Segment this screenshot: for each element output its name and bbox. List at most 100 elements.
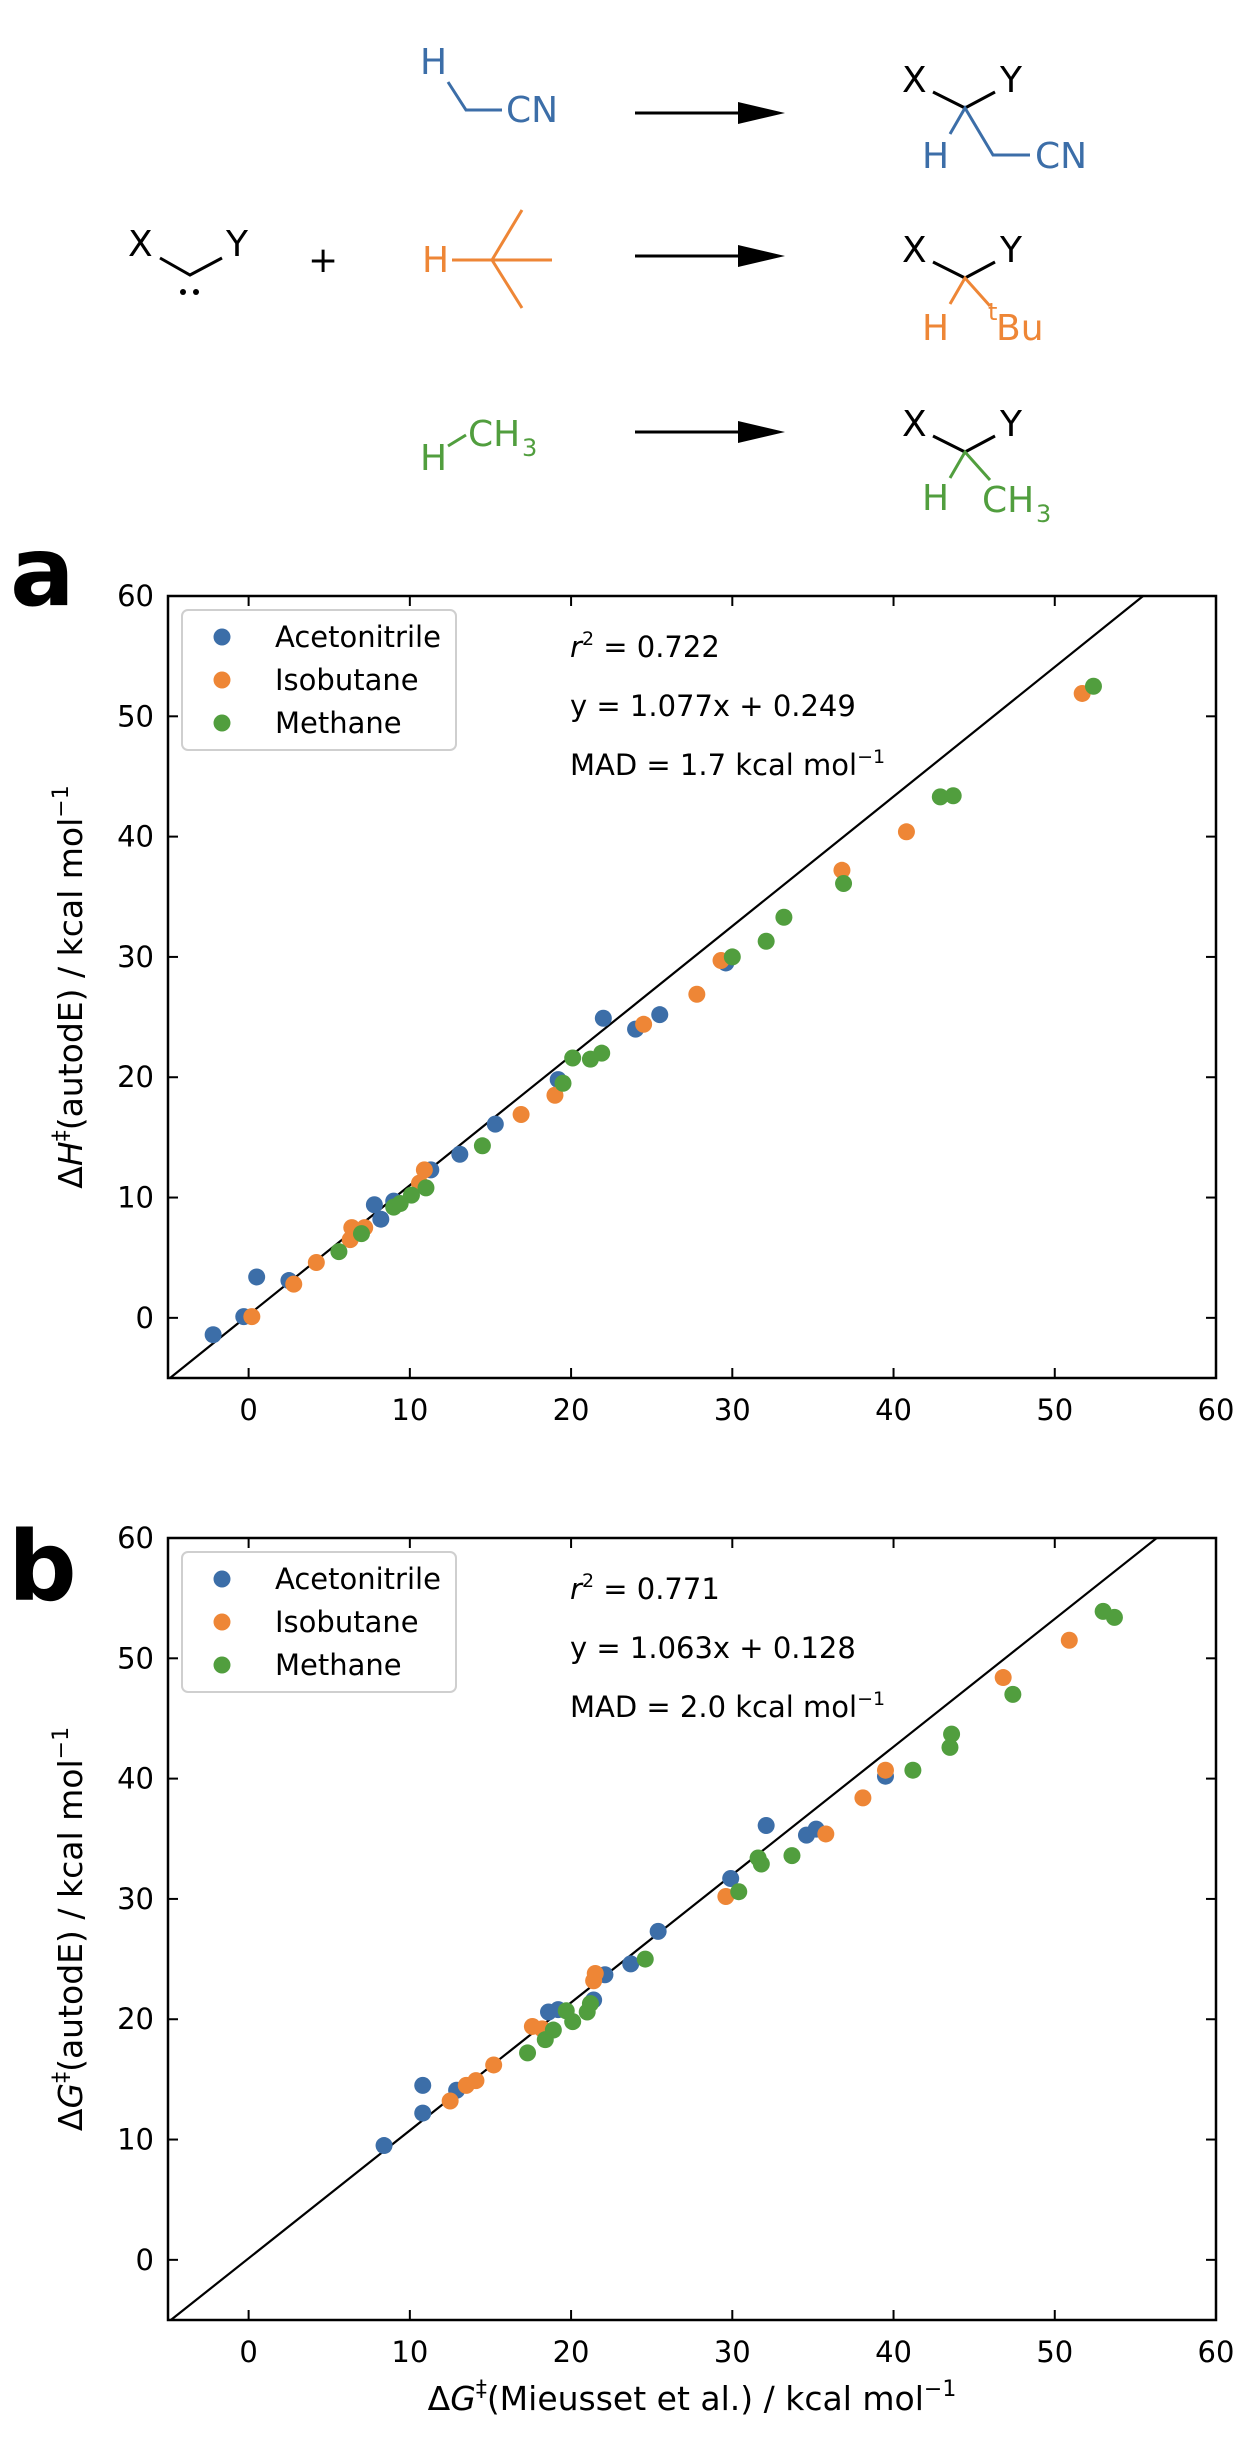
data-point-acetonitrile [486,1115,504,1133]
data-point-acetonitrile [414,2076,432,2094]
data-point-methane [564,1049,582,1067]
r-squared-annotation: r2 = 0.722 [570,628,720,664]
data-point-methane [402,1186,420,1204]
product-h-label: H [922,308,949,349]
legend-label-acetonitrile: Acetonitrile [275,1562,441,1596]
product-upper-bonds [932,434,996,454]
legend-marker-methane [213,714,231,732]
x-tick-label: 0 [239,2335,257,2369]
data-point-acetonitrile [365,1196,383,1214]
x-tick-label: 30 [714,2335,751,2369]
y-tick-label: 30 [117,1882,154,1916]
data-point-isobutane [897,823,915,841]
product-x-label: X [902,230,927,271]
data-point-isobutane [1060,1631,1078,1649]
data-point-isobutane [717,1888,735,1906]
product-group-label: CH [982,480,1034,521]
data-point-methane [941,1738,959,1756]
carbene-bonds [159,256,223,277]
data-point-isobutane [285,1275,303,1293]
series-acetonitrile [204,954,735,1344]
data-point-isobutane [833,861,851,879]
data-point-acetonitrile [375,2137,393,2155]
product-y-label: Y [999,404,1023,445]
product-x-label: X [902,404,927,445]
x-tick-label: 60 [1198,2335,1235,2369]
scheme-row-acetonitrile: H CN X Y H CN [420,42,1087,177]
data-point-methane [1004,1685,1022,1703]
data-point-methane [417,1179,435,1197]
data-point-methane [593,1044,611,1062]
y-tick-label: 30 [117,940,154,974]
legend-marker-methane [213,1656,231,1674]
y-tick-label: 20 [117,1060,154,1094]
data-point-acetonitrile [651,1006,669,1024]
product-x-label: X [902,60,927,101]
data-point-isobutane [415,1161,433,1179]
product-lower-bonds [948,105,1030,157]
legend-label-isobutane: Isobutane [275,663,419,697]
panel-label: b [8,1511,77,1623]
data-point-isobutane [512,1106,530,1124]
legend-box [181,1551,457,1693]
reaction-arrow [635,102,785,124]
data-point-methane [904,1761,922,1779]
data-point-acetonitrile [722,1869,740,1887]
plot-frame [166,1536,1218,2322]
data-point-isobutane [467,2072,485,2090]
scheme-row-methane: H CH 3 X Y H CH 3 [420,404,1051,528]
carbene-lone-pair-dot [193,289,199,295]
product-group-sup: t [988,298,997,326]
data-point-acetonitrile [414,2104,432,2122]
legend-marker-isobutane [213,1613,231,1631]
y-tick-label: 40 [117,820,154,854]
x-tick-label: 0 [239,1393,257,1427]
data-point-acetonitrile [451,1145,469,1163]
stats-annotations: r2 = 0.722 y = 1.077x + 0.249 MAD = 1.7 … [570,628,885,782]
x-tick-label: 10 [391,1393,428,1427]
carbene-x-label: X [128,224,153,265]
y-axis-label: ΔH‡(autodE) / kcal mol−1 [49,785,90,1188]
panel-label: a [10,516,75,628]
data-point-methane [636,1950,654,1968]
data-point-acetonitrile [594,1009,612,1027]
mad-annotation: MAD = 1.7 kcal mol−1 [570,746,885,782]
reagent-h-label: H [420,438,447,479]
product-y-label: Y [999,230,1023,271]
y-tick-label: 40 [117,1762,154,1796]
reagent-group-sub: 3 [522,434,537,462]
data-point-acetonitrile [622,1955,640,1973]
data-point-methane [544,2021,562,2039]
data-point-isobutane [485,2056,503,2074]
x-tick-label: 40 [875,1393,912,1427]
x-axis-label: ΔG‡(Mieusset et al.) / kcal mol−1 [428,2377,957,2418]
data-point-acetonitrile [649,1922,667,1940]
x-tick-label: 40 [875,2335,912,2369]
y-tick-label: 60 [117,1521,154,1555]
product-upper-bonds [932,90,996,110]
data-point-acetonitrile [204,1326,222,1344]
data-point-isobutane [586,1965,604,1983]
data-point-isobutane [854,1789,872,1807]
isobutane-skeleton [452,209,552,309]
legend-marker-acetonitrile [213,628,231,646]
product-lower-bonds [948,275,992,307]
x-tick-label: 60 [1198,1393,1235,1427]
scheme-row-isobutane: H X Y H t Bu [422,209,1044,349]
legend-marker-isobutane [213,671,231,689]
legend-label-acetonitrile: Acetonitrile [275,620,441,654]
reagent-bond [447,433,467,448]
data-point-methane [519,2044,537,2062]
y-axis-label: ΔG‡(autodE) / kcal mol−1 [49,1727,90,2131]
stats-annotations: r2 = 0.771 y = 1.063x + 0.128 MAD = 2.0 … [570,1570,885,1724]
data-point-methane [944,787,962,805]
data-point-methane [775,908,793,926]
y-tick-label: 20 [117,2002,154,2036]
data-point-methane [352,1225,370,1243]
series-methane [519,1602,1123,2062]
y-tick-label: 50 [117,699,154,733]
y-tick-label: 0 [136,2243,154,2277]
data-point-methane [564,2013,582,2031]
data-point-acetonitrile [248,1268,266,1286]
data-point-isobutane [994,1669,1012,1687]
